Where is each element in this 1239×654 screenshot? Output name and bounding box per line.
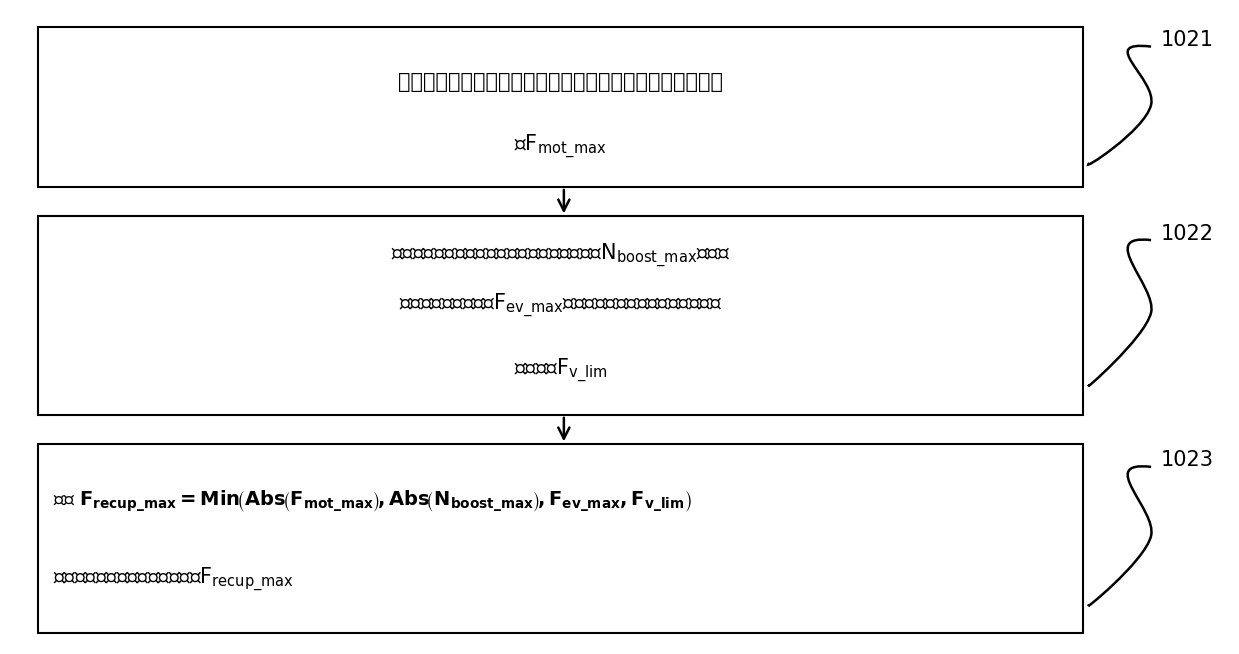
Text: 力$\mathrm{F_{mot\_max}}$: 力$\mathrm{F_{mot\_max}}$ [514, 133, 607, 162]
Text: 根据电系统的制动力限制参数，计算得到电机最大限制制动: 根据电系统的制动力限制参数，计算得到电机最大限制制动 [398, 72, 724, 92]
Text: 根据 $\mathbf{F_{recup\_max}=Min\!\left(Abs\!\left(F_{mot\_max}\right)\!,Abs\!\lef: 根据 $\mathbf{F_{recup\_max}=Min\!\left(Ab… [53, 488, 693, 513]
Text: 1023: 1023 [1161, 451, 1214, 470]
Text: ，得到电机可提供的最大制动力$\mathrm{F_{recup\_max}}$: ，得到电机可提供的最大制动力$\mathrm{F_{recup\_max}}$ [53, 566, 295, 594]
Bar [38, 27, 1083, 187]
Text: 1021: 1021 [1161, 30, 1214, 50]
Text: 定制动力$\mathrm{F_{v\_lim}}$: 定制动力$\mathrm{F_{v\_lim}}$ [514, 357, 607, 385]
Text: 汽车的最大电制动力$\mathrm{F_{ev\_max}}$以及车速在预设范围内时对应的标: 汽车的最大电制动力$\mathrm{F_{ev\_max}}$以及车速在预设范围… [399, 292, 722, 320]
Text: 1022: 1022 [1161, 224, 1214, 243]
Text: 获取电助力制动系统的最大制动力协调能力值$\mathrm{N_{boost\_max}}$、电动: 获取电助力制动系统的最大制动力协调能力值$\mathrm{N_{boost\_m… [392, 242, 730, 270]
Bar [38, 216, 1083, 415]
Bar [38, 444, 1083, 633]
